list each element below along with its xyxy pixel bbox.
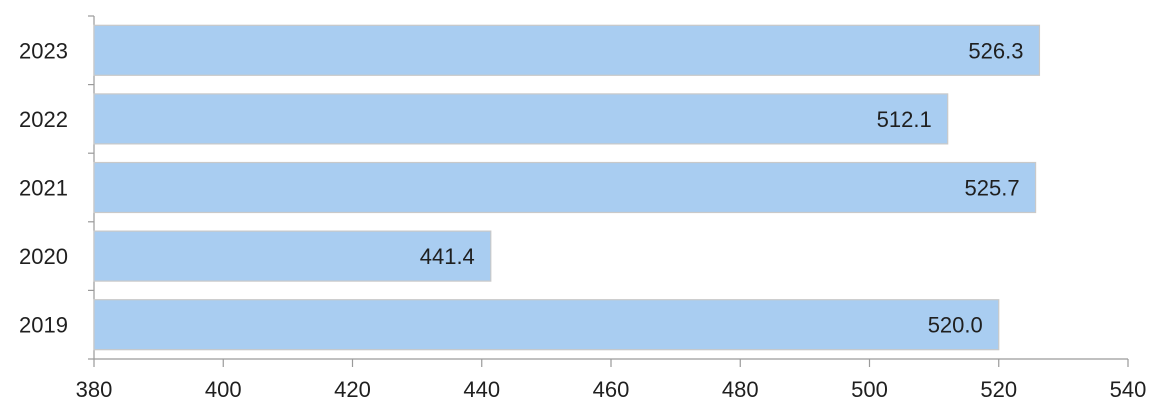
y-tick-label: 2021 xyxy=(19,176,68,201)
x-tick-label: 500 xyxy=(851,377,888,402)
x-tick-label: 440 xyxy=(463,377,500,402)
bar-value-label: 525.7 xyxy=(965,176,1020,201)
x-tick-label: 540 xyxy=(1110,377,1147,402)
bar-value-label: 441.4 xyxy=(420,244,475,269)
x-tick-label: 460 xyxy=(593,377,630,402)
x-tick-label: 380 xyxy=(76,377,113,402)
bar-2020 xyxy=(93,230,492,282)
bar-2023 xyxy=(93,24,1041,76)
x-axis-ticks: 380 400 420 440 460 480 500 520 540 xyxy=(76,359,1147,402)
x-tick-label: 420 xyxy=(334,377,371,402)
bar-value-label: 526.3 xyxy=(968,38,1023,63)
x-tick-label: 520 xyxy=(980,377,1017,402)
bar-data-labels: 520.0 441.4 525.7 512.1 526.3 xyxy=(420,38,1024,337)
y-tick-label: 2019 xyxy=(19,313,68,338)
bar-2019 xyxy=(93,299,1000,351)
bar-series xyxy=(93,24,1041,351)
bar-value-label: 520.0 xyxy=(928,313,983,338)
x-tick-label: 480 xyxy=(722,377,759,402)
bar-2021 xyxy=(93,161,1037,214)
y-tick-label: 2022 xyxy=(19,107,68,132)
y-tick-label: 2023 xyxy=(19,38,68,63)
x-tick-label: 400 xyxy=(205,377,242,402)
bar-value-label: 512.1 xyxy=(877,107,932,132)
y-axis-ticks: 2019 2020 2021 2022 2023 xyxy=(19,15,94,360)
y-tick-label: 2020 xyxy=(19,244,68,269)
bar-2022 xyxy=(93,93,949,145)
